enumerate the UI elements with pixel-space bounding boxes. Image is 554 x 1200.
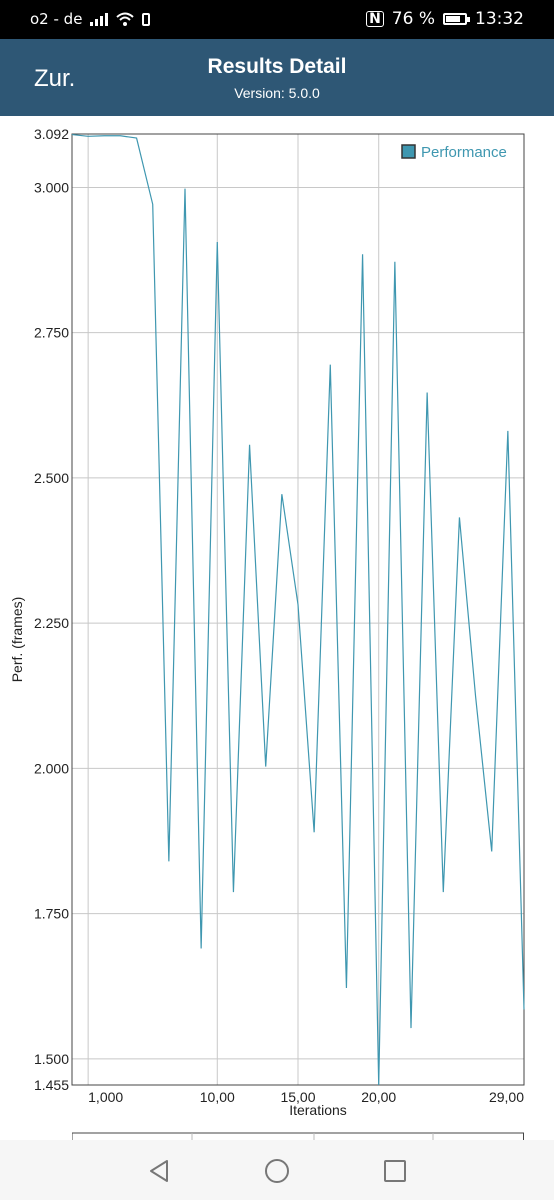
y-tick-label: 2.750 <box>34 325 69 341</box>
nfc-icon: N <box>366 11 384 27</box>
signal-icon <box>90 12 109 26</box>
plot-frame <box>71 133 525 1086</box>
y-tick-label: 2.250 <box>34 615 69 631</box>
system-nav-bar <box>0 1140 554 1200</box>
status-left: o2 - de <box>30 10 151 28</box>
y-tick-label: 1.750 <box>34 906 69 922</box>
battery-fill <box>446 16 460 22</box>
y-tick-label: 2.500 <box>34 470 69 486</box>
legend-label: Performance <box>421 144 507 161</box>
recents-icon[interactable] <box>381 1157 409 1185</box>
back-icon[interactable] <box>145 1157 173 1185</box>
x-tick-label: 29,00 <box>489 1089 524 1105</box>
page-title: Results Detail <box>207 55 347 78</box>
x-tick-label: 20,00 <box>361 1089 396 1105</box>
back-button[interactable]: Zur. <box>34 65 76 92</box>
y-tick-label: 1.500 <box>34 1051 69 1067</box>
x-tick-label: 1,000 <box>88 1089 123 1105</box>
y-tick-label: 2.000 <box>34 760 69 776</box>
battery-icon <box>443 13 470 25</box>
y-tick-label: 3.092 <box>34 126 69 142</box>
y-axis-label: Perf. (frames) <box>9 597 25 683</box>
x-axis-label: Iterations <box>289 1102 347 1118</box>
carrier-label: o2 - de <box>30 10 83 28</box>
phone-icon <box>142 12 151 26</box>
version-label: Version: 5.0.0 <box>234 85 320 101</box>
clock: 13:32 <box>475 9 524 29</box>
second-chart-frame <box>72 1132 524 1140</box>
x-tick-label: 15,00 <box>280 1089 315 1105</box>
status-right: N 76 % 13:32 <box>366 9 524 29</box>
battery-text: 76 % <box>391 9 435 29</box>
y-tick-label: 3.000 <box>34 179 69 195</box>
x-tick-label: 10,00 <box>200 1089 235 1105</box>
series-line-performance <box>71 133 525 1086</box>
home-icon[interactable] <box>263 1157 291 1185</box>
legend-swatch <box>401 144 416 159</box>
performance-chart: 1.455 1.500 1.750 2.000 2.250 2.500 2.750 3.000… <box>9 126 525 1118</box>
status-bar: o2 - de N 76 % 13:32 <box>0 0 554 39</box>
wifi-icon <box>116 12 135 26</box>
y-tick-label: 1.455 <box>34 1077 69 1093</box>
app-header: Zur. Results Detail Version: 5.0.0 <box>0 39 554 116</box>
